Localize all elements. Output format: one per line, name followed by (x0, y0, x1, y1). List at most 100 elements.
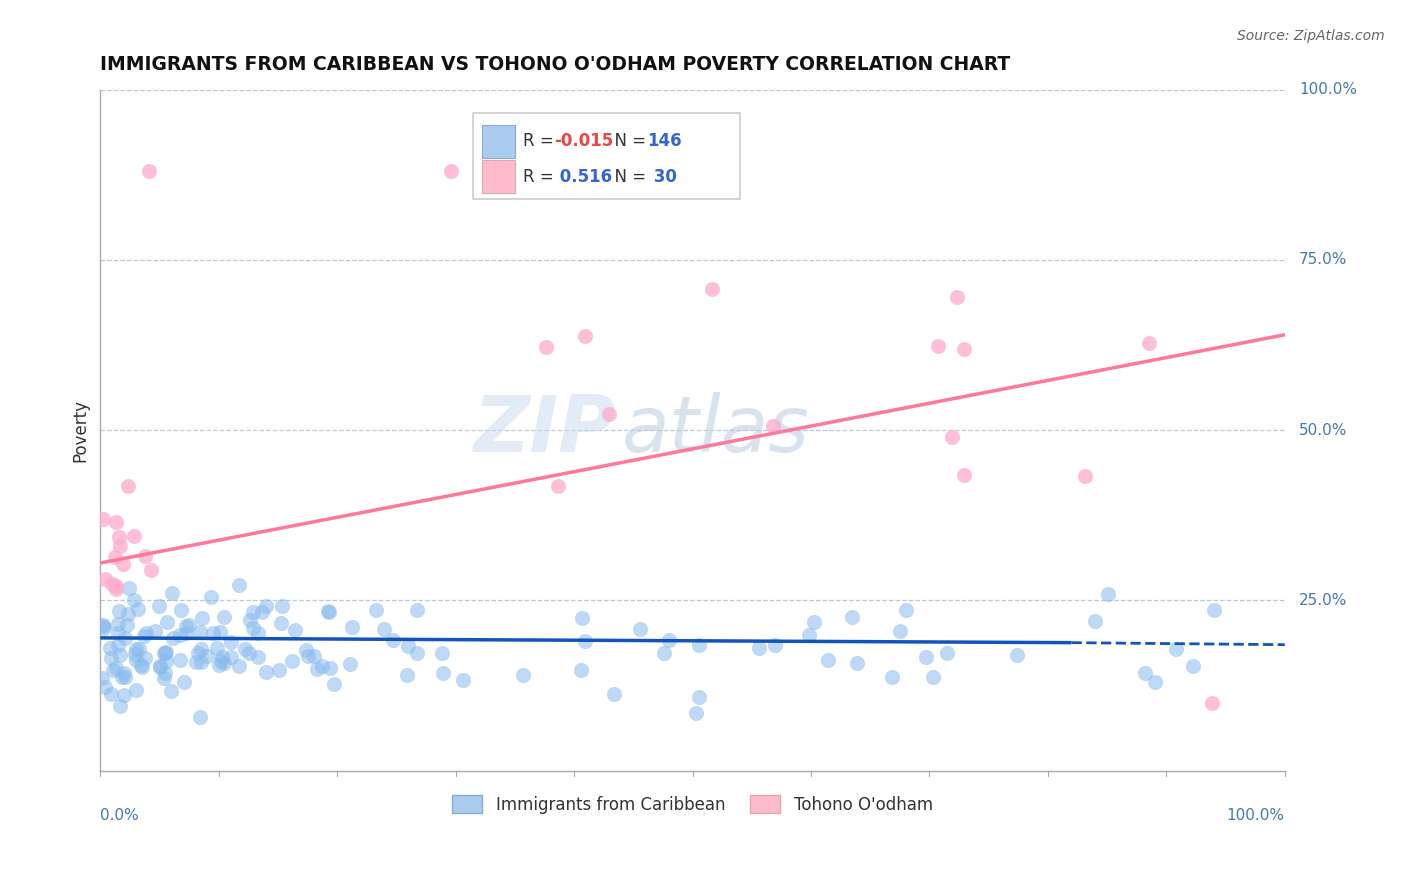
Point (112, 666, 135, 681)
Point (453, 673, 475, 688)
Point (190, 611, 212, 625)
Point (1144, 674, 1167, 689)
Point (176, 626, 198, 640)
Text: 100.0%: 100.0% (1227, 808, 1285, 823)
Point (160, 683, 183, 698)
Point (173, 675, 195, 690)
Legend: Immigrants from Caribbean, Tohono O'odham: Immigrants from Caribbean, Tohono O'odha… (446, 789, 939, 821)
Point (101, 663, 124, 677)
Point (160, 585, 183, 599)
Point (100, 576, 122, 591)
Text: Source: ZipAtlas.com: Source: ZipAtlas.com (1237, 29, 1385, 43)
Point (134, 650, 156, 665)
Point (1074, 469, 1097, 483)
Point (228, 658, 250, 673)
Point (799, 628, 821, 642)
Point (153, 665, 176, 680)
Point (254, 665, 277, 679)
Point (373, 622, 395, 636)
Point (945, 290, 967, 304)
Point (440, 164, 463, 178)
Point (114, 631, 136, 645)
Point (149, 659, 172, 673)
Point (364, 603, 387, 617)
Point (153, 646, 176, 660)
Point (233, 641, 256, 656)
Text: N =: N = (603, 132, 651, 151)
Point (122, 529, 145, 543)
Point (432, 646, 454, 660)
Point (1097, 587, 1119, 601)
Y-axis label: Poverty: Poverty (72, 399, 89, 462)
Point (841, 610, 863, 624)
Point (921, 670, 943, 684)
Point (432, 665, 454, 680)
Point (108, 699, 131, 714)
Point (688, 638, 710, 652)
Point (125, 653, 148, 667)
Point (302, 648, 325, 663)
Point (598, 407, 620, 421)
Point (125, 642, 148, 657)
Point (100, 687, 122, 701)
Point (1182, 659, 1205, 673)
Point (914, 650, 936, 665)
Point (128, 641, 150, 656)
Point (184, 656, 207, 670)
Point (143, 624, 166, 638)
Point (114, 670, 136, 684)
Point (250, 605, 273, 619)
Point (153, 671, 176, 685)
Text: R =: R = (523, 168, 560, 186)
Point (94, 572, 117, 586)
Point (882, 670, 904, 684)
Point (104, 550, 127, 565)
Point (323, 677, 346, 691)
Point (1135, 666, 1157, 681)
Point (340, 620, 363, 634)
Point (242, 605, 264, 619)
Point (156, 615, 179, 629)
Point (238, 614, 260, 628)
Point (547, 479, 569, 493)
Point (270, 616, 292, 631)
Point (284, 624, 307, 638)
Point (197, 648, 219, 663)
Point (170, 603, 193, 617)
Text: ZIP: ZIP (474, 392, 616, 468)
Point (131, 660, 153, 674)
Text: 50.0%: 50.0% (1299, 423, 1347, 438)
Point (1164, 641, 1187, 656)
Point (104, 582, 127, 596)
Point (111, 558, 134, 572)
Point (104, 515, 127, 529)
Point (536, 340, 558, 354)
Point (107, 617, 129, 632)
Point (190, 641, 212, 656)
Text: -0.015: -0.015 (554, 132, 613, 151)
Point (135, 626, 157, 640)
Point (318, 661, 340, 675)
Point (269, 664, 291, 678)
Point (398, 640, 420, 654)
Point (190, 625, 212, 640)
Point (90, 671, 112, 685)
Point (131, 657, 153, 672)
Point (1201, 696, 1223, 710)
Point (603, 687, 626, 701)
Point (316, 604, 339, 618)
Point (93, 621, 115, 635)
Point (569, 663, 592, 677)
Point (107, 638, 129, 652)
Point (339, 657, 361, 672)
Point (149, 660, 172, 674)
Point (936, 646, 959, 660)
Point (208, 658, 231, 673)
Point (941, 430, 963, 444)
Point (305, 662, 328, 676)
Point (685, 706, 707, 720)
Point (162, 631, 184, 645)
Point (111, 669, 134, 683)
Point (242, 621, 264, 635)
Point (406, 603, 429, 617)
